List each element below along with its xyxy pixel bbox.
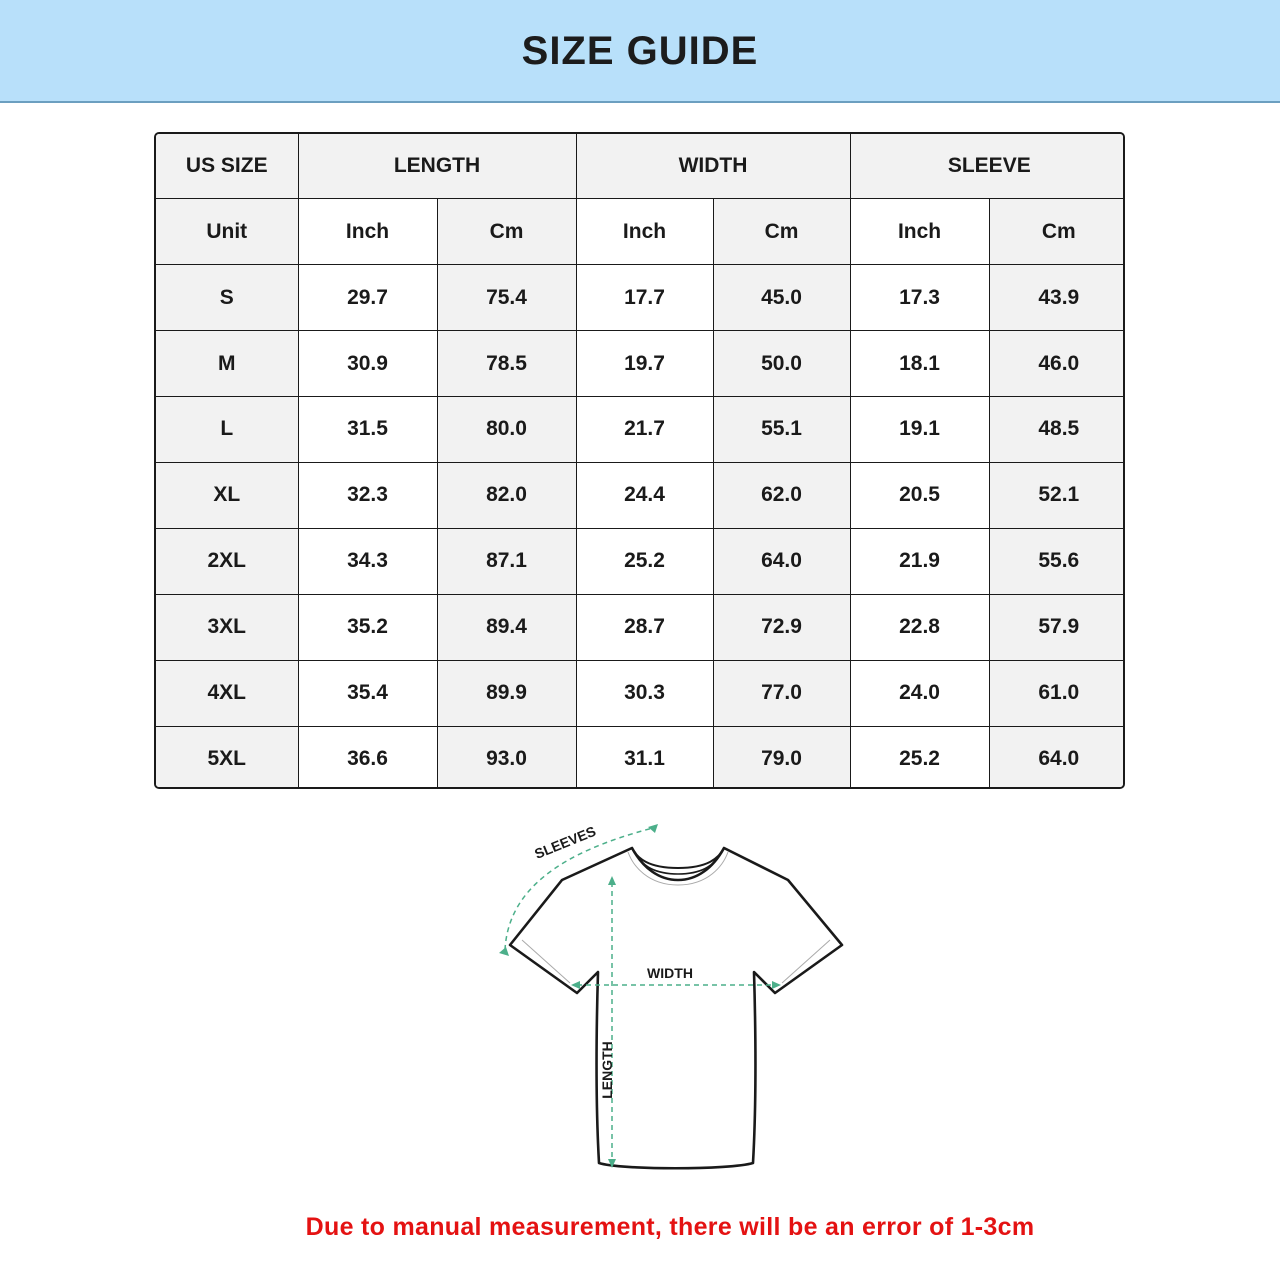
svg-text:LENGTH: LENGTH (599, 1041, 615, 1099)
svg-text:SLEEVES: SLEEVES (532, 823, 598, 862)
svg-text:WIDTH: WIDTH (647, 965, 693, 981)
